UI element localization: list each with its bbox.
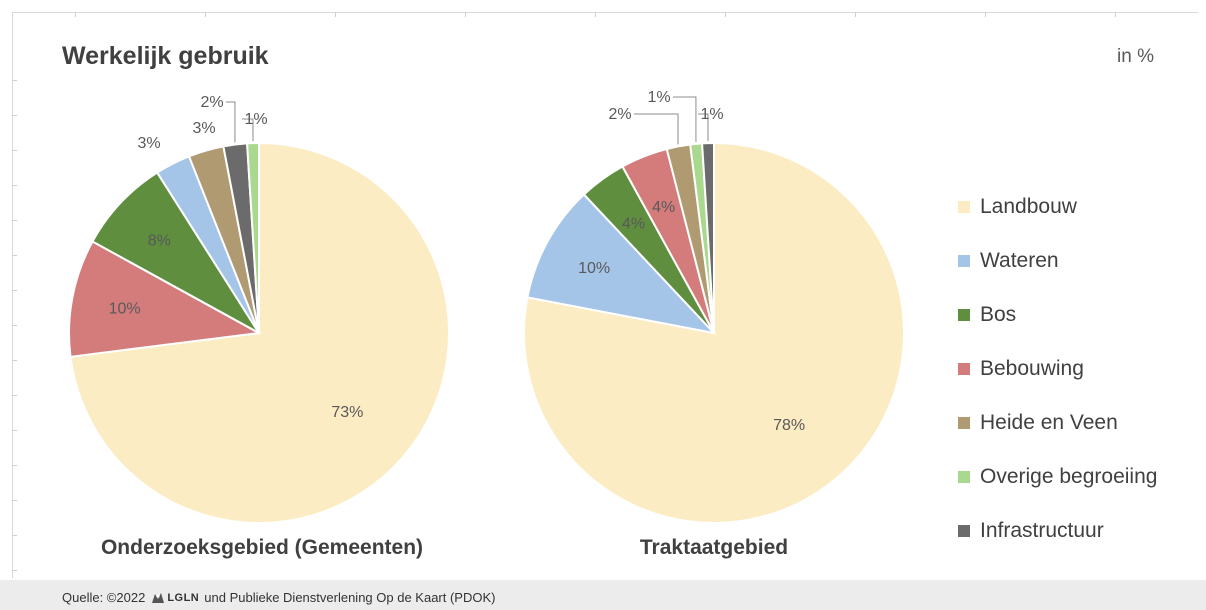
source-prefix: Quelle: ©2022 [62, 590, 146, 605]
legend: Landbouw Wateren Bos Bebouwing Heide en Veen… [958, 180, 1157, 558]
legend-item-wateren: Wateren [958, 234, 1157, 288]
leader-line [634, 113, 679, 145]
source-text: Quelle: ©2022 LGLN und Publieke Dienstve… [62, 590, 495, 605]
frame-tick [465, 12, 466, 17]
source-suffix: und Publieke Dienstverlening Op de Kaart… [204, 590, 496, 605]
lgln-logo: LGLN [150, 591, 199, 605]
frame-tick [75, 12, 76, 17]
pie-data-label: 2% [200, 94, 223, 111]
frame-tick [595, 12, 596, 17]
chart-title: Werkelijk gebruik [62, 42, 269, 70]
pie-data-label: 3% [137, 135, 160, 152]
frame-tick [855, 12, 856, 17]
legend-item-bebouwing: Bebouwing [958, 342, 1157, 396]
lgln-logo-text: LGLN [167, 591, 200, 604]
frame-tick [12, 395, 17, 396]
legend-item-landbouw: Landbouw [958, 180, 1157, 234]
frame-tick [12, 290, 17, 291]
lgln-logo-icon [152, 592, 165, 603]
frame-tick [12, 500, 17, 501]
pie-slice-wateren [526, 193, 717, 335]
frame-tick [205, 12, 206, 17]
pie-title-traktaatgebied: Traktaatgebied [639, 536, 789, 559]
legend-label: Heide en Veen [980, 411, 1118, 434]
frame-tick [12, 80, 17, 81]
pie-slice-bebouwing [68, 240, 263, 358]
pie-data-label: 10% [109, 300, 141, 317]
pie-data-label: 4% [652, 199, 675, 216]
legend-label: Landbouw [980, 195, 1077, 218]
frame-tick [12, 465, 17, 466]
frame-tick [725, 12, 726, 17]
legend-swatch [958, 525, 970, 537]
legend-swatch [958, 471, 970, 483]
pie-0: 73% 10% 8% 3% 3% 2% 1% [68, 94, 450, 524]
frame-tick [12, 325, 17, 326]
legend-item-infrastructuur: Infrastructuur [958, 504, 1157, 558]
pie-data-label: 1% [647, 89, 670, 106]
frame-tick [12, 535, 17, 536]
leader-line [226, 101, 236, 143]
pie-data-label: 3% [192, 120, 215, 137]
frame-tick [12, 150, 17, 151]
legend-item-overige-begroeiing: Overige begroeiing [958, 450, 1157, 504]
frame-tick [12, 185, 17, 186]
legend-label: Overige begroeiing [980, 465, 1158, 488]
pie-slice-overige-begroeiing [246, 141, 260, 334]
pie-data-label: 1% [700, 106, 723, 123]
pie-data-label: 4% [622, 215, 645, 232]
frame-tick [12, 360, 17, 361]
pie-data-label: 1% [244, 111, 267, 128]
pie-title-onderzoeksgebied: Onderzoeksgebied (Gemeenten) [100, 536, 424, 559]
legend-swatch [958, 309, 970, 321]
unit-label: in % [1117, 46, 1154, 67]
frame-tick [12, 115, 17, 116]
pie-slice-landbouw [523, 141, 905, 524]
pie-data-label: 73% [331, 404, 363, 421]
chart-frame-top [12, 12, 1198, 13]
leader-line [698, 113, 709, 142]
legend-item-heide-en-veen: Heide en Veen [958, 396, 1157, 450]
frame-tick [1115, 12, 1116, 17]
legend-item-bos: Bos [958, 288, 1157, 342]
frame-tick [985, 12, 986, 17]
pie-data-label: 10% [578, 260, 610, 277]
pie-slice-infrastructuur [701, 141, 715, 334]
chart-frame-left [12, 12, 13, 578]
frame-tick [12, 430, 17, 431]
pie-data-label: 8% [148, 232, 171, 249]
frame-tick [12, 255, 17, 256]
legend-swatch [958, 201, 970, 213]
pie-1: 78% 10% 4% 4% 2% 1% 1% [523, 89, 905, 524]
leader-line [242, 118, 254, 142]
pie-data-label: 78% [773, 417, 805, 434]
frame-tick [12, 570, 17, 571]
leader-line [673, 96, 697, 142]
source-footer: Quelle: ©2022 LGLN und Publieke Dienstve… [0, 580, 1206, 610]
legend-swatch [958, 417, 970, 429]
legend-label: Wateren [980, 249, 1059, 272]
legend-swatch [958, 255, 970, 267]
legend-swatch [958, 363, 970, 375]
pie-slice-bos [91, 171, 260, 334]
frame-tick [12, 220, 17, 221]
pie-data-label: 2% [608, 106, 631, 123]
legend-label: Bebouwing [980, 357, 1084, 380]
legend-label: Infrastructuur [980, 519, 1104, 542]
legend-label: Bos [980, 303, 1017, 326]
frame-tick [335, 12, 336, 17]
